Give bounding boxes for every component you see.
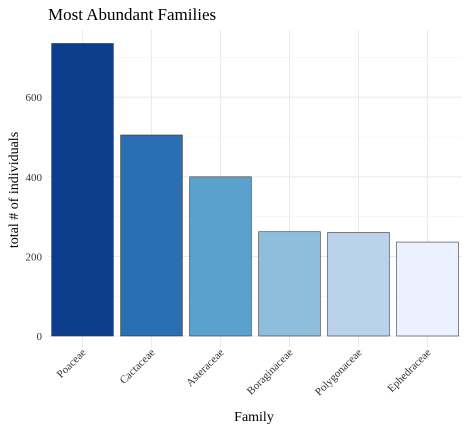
bar-boraginaceae: [259, 232, 321, 336]
y-axis-title: total # of individuals: [7, 132, 22, 248]
x-tick-label-cactaceae: Cactaceae: [118, 347, 158, 387]
bar-polygonaceae: [328, 233, 390, 336]
chart-title: Most Abundant Families: [48, 5, 216, 24]
x-tick-label-poaceae: Poaceae: [55, 347, 89, 381]
x-axis-title: Family: [234, 410, 274, 425]
x-tick-label-boraginaceae: Boraginaceae: [245, 347, 296, 398]
bar-asteraceae: [190, 177, 252, 336]
y-tick-label-600: 600: [26, 92, 43, 104]
y-tick-label-0: 0: [37, 331, 43, 343]
bar-poaceae: [52, 43, 114, 336]
x-tick-label-asteraceae: Asteraceae: [184, 347, 227, 390]
y-axis-ticks: 0 200 400 600: [26, 92, 43, 343]
y-tick-label-400: 400: [26, 172, 43, 184]
x-tick-label-ephedraceae: Ephedraceae: [385, 347, 433, 395]
bars: [52, 43, 459, 336]
bar-cactaceae: [121, 135, 183, 336]
y-tick-label-200: 200: [26, 251, 43, 263]
bar-ephedraceae: [397, 242, 459, 336]
x-axis-ticks: Poaceae Cactaceae Asteraceae Boraginaceae Po…: [55, 347, 434, 399]
x-tick-label-polygonaceae: Polygonaceae: [313, 347, 365, 399]
